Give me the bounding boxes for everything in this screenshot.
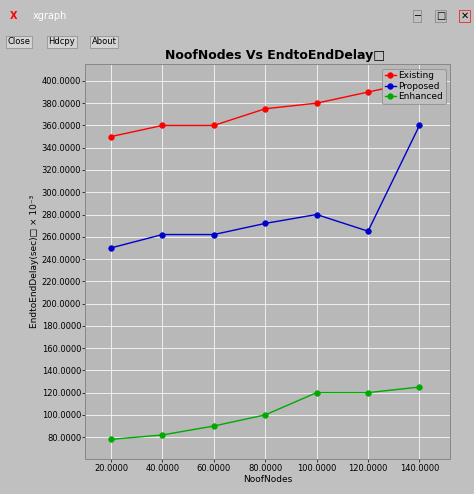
Existing xyxy=(314,100,319,106)
Text: ─: ─ xyxy=(414,11,420,21)
Enhanced xyxy=(263,412,268,418)
Line: Existing: Existing xyxy=(108,78,422,139)
Line: Enhanced: Enhanced xyxy=(108,384,422,442)
Text: NoofNodes Vs EndtoEndDelay□: NoofNodes Vs EndtoEndDelay□ xyxy=(165,49,385,62)
Line: Proposed: Proposed xyxy=(108,123,422,250)
Text: X: X xyxy=(9,11,17,21)
Proposed xyxy=(417,123,422,128)
Y-axis label: EndtoEndDelay(sec)□ × 10⁻³: EndtoEndDelay(sec)□ × 10⁻³ xyxy=(30,195,39,329)
Enhanced xyxy=(314,390,319,396)
X-axis label: NoofNodes: NoofNodes xyxy=(243,475,292,484)
Existing xyxy=(365,89,371,95)
Existing xyxy=(211,123,217,128)
Existing xyxy=(417,78,422,84)
Existing xyxy=(263,106,268,112)
Existing xyxy=(160,123,165,128)
Enhanced xyxy=(108,436,114,442)
Text: Close: Close xyxy=(8,38,30,46)
Text: Hdcpy: Hdcpy xyxy=(48,38,75,46)
Enhanced xyxy=(417,384,422,390)
Proposed xyxy=(365,228,371,234)
Proposed xyxy=(160,232,165,238)
Proposed xyxy=(211,232,217,238)
Text: ✕: ✕ xyxy=(460,11,469,21)
Enhanced xyxy=(211,423,217,429)
Enhanced xyxy=(160,432,165,438)
Legend: Existing, Proposed, Enhanced: Existing, Proposed, Enhanced xyxy=(382,69,446,104)
Proposed xyxy=(263,220,268,226)
Proposed xyxy=(314,211,319,217)
Enhanced xyxy=(365,390,371,396)
Existing xyxy=(108,133,114,139)
Proposed xyxy=(108,245,114,251)
Text: About: About xyxy=(92,38,117,46)
Text: □: □ xyxy=(436,11,446,21)
Text: xgraph: xgraph xyxy=(33,11,68,21)
